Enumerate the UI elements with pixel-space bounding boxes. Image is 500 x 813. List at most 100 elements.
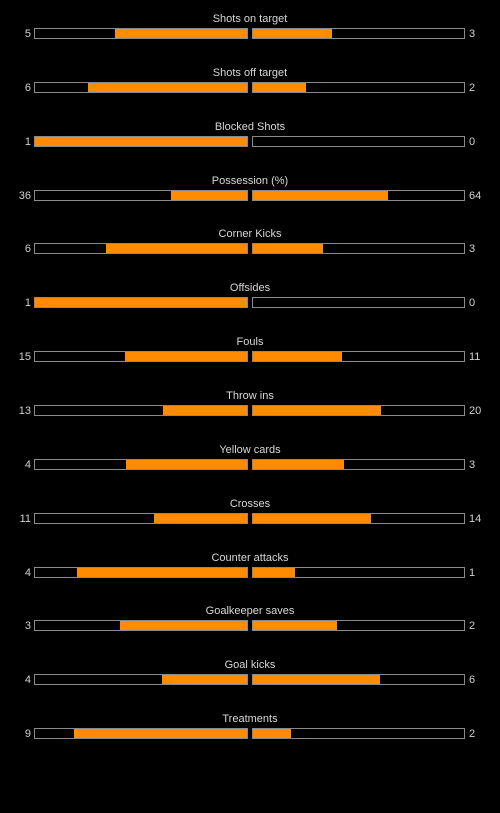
away-value: 11	[469, 351, 481, 363]
home-bar-fill	[119, 621, 247, 630]
home-bar-fill	[170, 191, 247, 200]
home-value: 1	[24, 297, 31, 309]
stat-row: Crosses 11 14	[0, 491, 500, 531]
away-bar	[252, 405, 465, 416]
stat-row: Shots on target 5 3	[0, 6, 500, 46]
home-bar-fill	[73, 729, 247, 738]
away-value: 2	[469, 82, 476, 94]
home-bar	[34, 82, 248, 93]
away-bar	[252, 620, 465, 631]
away-value: 3	[469, 459, 476, 471]
stat-row: Corner Kicks 6 3	[0, 221, 500, 261]
away-bar	[252, 297, 465, 308]
stat-label: Goal kicks	[224, 659, 276, 671]
home-bar	[34, 620, 248, 631]
home-value: 4	[24, 459, 31, 471]
away-bar-fill	[253, 29, 333, 38]
home-value: 13	[18, 405, 31, 417]
away-bar-fill	[253, 729, 292, 738]
home-bar-fill	[125, 460, 247, 469]
home-bar	[34, 243, 248, 254]
away-bar-fill	[253, 191, 389, 200]
home-value: 5	[24, 28, 31, 40]
home-value: 9	[24, 728, 31, 740]
stat-label: Offsides	[229, 282, 271, 294]
stat-row: Goal kicks 4 6	[0, 652, 500, 692]
away-bar	[252, 82, 465, 93]
stat-row: Yellow cards 4 3	[0, 437, 500, 477]
away-value: 0	[469, 297, 476, 309]
away-bar	[252, 190, 465, 201]
stat-row: Goalkeeper saves 3 2	[0, 598, 500, 638]
stat-row: Blocked Shots 1 0	[0, 114, 500, 154]
home-bar	[34, 136, 248, 147]
away-value: 20	[469, 405, 482, 417]
stat-row: Fouls 15 11	[0, 329, 500, 369]
stat-label: Corner Kicks	[218, 228, 282, 240]
stat-label: Crosses	[229, 498, 271, 510]
away-bar-fill	[253, 568, 296, 577]
away-bar-fill	[253, 352, 343, 361]
away-bar-fill	[253, 460, 344, 469]
away-bar-fill	[253, 514, 372, 523]
home-bar-fill	[114, 29, 247, 38]
home-bar	[34, 405, 248, 416]
stat-label: Possession (%)	[211, 175, 289, 187]
home-bar	[34, 728, 248, 739]
stat-row: Counter attacks 4 1	[0, 545, 500, 585]
away-value: 3	[469, 243, 476, 255]
away-value: 1	[469, 567, 476, 579]
stat-row: Shots off target 6 2	[0, 60, 500, 100]
home-bar-fill	[35, 137, 247, 146]
away-bar-fill	[253, 406, 381, 415]
stat-row: Offsides 1 0	[0, 275, 500, 315]
home-bar-fill	[163, 406, 247, 415]
home-bar-fill	[88, 83, 247, 92]
away-bar	[252, 674, 465, 685]
away-bar	[252, 728, 465, 739]
away-bar	[252, 136, 465, 147]
home-bar	[34, 351, 248, 362]
stat-label: Counter attacks	[211, 552, 289, 564]
away-value: 2	[469, 728, 476, 740]
away-bar-fill	[253, 244, 324, 253]
home-value: 4	[24, 674, 31, 686]
home-value: 6	[24, 82, 31, 94]
home-value: 3	[24, 620, 31, 632]
stat-label: Goalkeeper saves	[205, 605, 295, 617]
stat-label: Throw ins	[226, 390, 274, 402]
stat-row: Throw ins 13 20	[0, 383, 500, 423]
stat-row: Possession (%) 36 64	[0, 168, 500, 208]
stat-label: Treatments	[222, 713, 278, 725]
away-bar	[252, 459, 465, 470]
home-bar	[34, 459, 248, 470]
away-value: 14	[469, 513, 482, 525]
home-bar-fill	[124, 352, 247, 361]
home-bar-fill	[153, 514, 247, 523]
home-value: 15	[18, 351, 31, 363]
away-bar-fill	[253, 621, 338, 630]
home-bar	[34, 513, 248, 524]
away-bar-fill	[253, 675, 380, 684]
away-bar	[252, 513, 465, 524]
stat-label: Shots on target	[212, 13, 288, 25]
away-bar	[252, 567, 465, 578]
away-bar	[252, 243, 465, 254]
away-value: 6	[469, 674, 476, 686]
home-bar	[34, 567, 248, 578]
home-bar-fill	[162, 675, 247, 684]
home-bar-fill	[77, 568, 247, 577]
away-value: 0	[469, 136, 476, 148]
home-bar	[34, 190, 248, 201]
stat-label: Fouls	[236, 336, 264, 348]
stat-label: Shots off target	[212, 67, 288, 79]
stat-label: Blocked Shots	[214, 121, 286, 133]
away-bar	[252, 351, 465, 362]
home-bar-fill	[105, 244, 247, 253]
home-value: 11	[19, 513, 31, 525]
away-value: 64	[469, 190, 482, 202]
home-bar-fill	[35, 298, 247, 307]
home-value: 6	[24, 243, 31, 255]
home-value: 1	[24, 136, 31, 148]
